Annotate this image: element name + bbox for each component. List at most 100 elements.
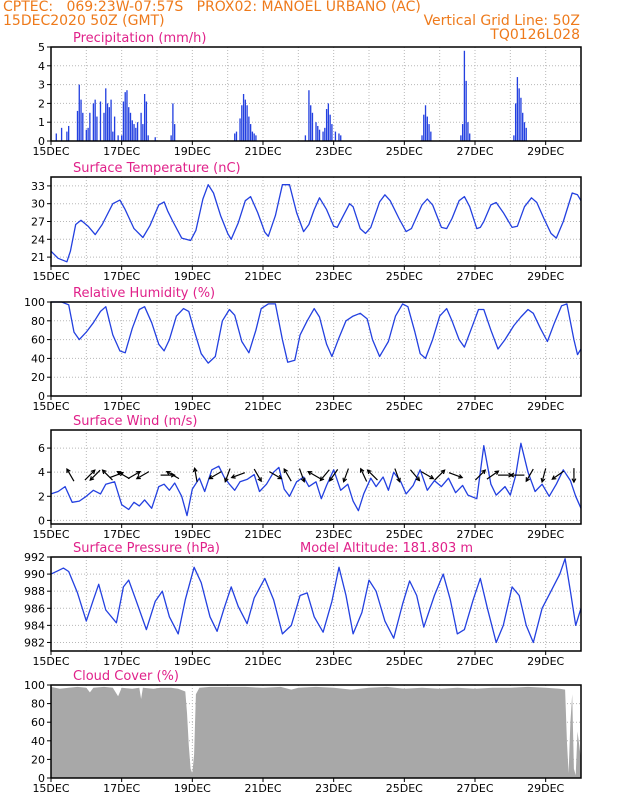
precip-bar [136, 122, 139, 141]
precip-bar [99, 101, 102, 141]
y-tick-label: 20 [31, 371, 45, 384]
precip-bar [324, 127, 326, 141]
precip-bar [242, 94, 245, 141]
y-tick-label: 2 [38, 490, 45, 503]
y-tick-label: 21 [31, 251, 45, 264]
precip-bar [246, 105, 248, 141]
x-tick-label: 21DEC [244, 145, 281, 158]
precip-bar [110, 99, 112, 141]
y-tick-label: 1 [38, 116, 45, 129]
precip-bar [461, 124, 464, 141]
x-tick-label: 19DEC [174, 655, 211, 668]
wind-arrow [571, 468, 577, 484]
x-tick-label: 23DEC [315, 782, 352, 795]
precip-bar [520, 97, 522, 141]
x-tick-label: 17DEC [103, 528, 140, 541]
precip-bar [463, 50, 466, 142]
wind-arrow-head [135, 474, 141, 480]
x-tick-label: 25DEC [386, 145, 423, 158]
y-tick-label: 984 [24, 619, 45, 632]
wind-arrow [224, 468, 231, 483]
plot-frame [50, 556, 582, 652]
precip-bar [251, 131, 254, 141]
y-tick-label: 992 [24, 551, 45, 564]
panel-title: Surface Pressure (hPa) [73, 541, 220, 556]
wind-arrow [66, 467, 75, 482]
wind-arrow-shaft [66, 468, 75, 482]
x-tick-label: 21DEC [244, 528, 281, 541]
precip-bar [174, 124, 176, 141]
y-tick-label: 2 [38, 97, 45, 110]
wind-arrow [551, 470, 565, 480]
x-tick-label: 25DEC [386, 400, 423, 413]
precip-bar [129, 112, 132, 141]
precip-bar [124, 92, 126, 141]
precip-bar [76, 110, 79, 141]
precip-bar [106, 103, 109, 141]
header-run-id: TQ0126L028 [490, 27, 580, 43]
y-tick-label: 0 [38, 390, 45, 403]
wind-arrow [230, 472, 246, 479]
wind-arrow-head [300, 477, 306, 483]
x-tick-label: 23DEC [315, 270, 352, 283]
plot-frame [50, 176, 582, 267]
precip-bar [117, 135, 119, 141]
precip-bar [55, 133, 57, 141]
panel-4: 0 2 4 6 15DEC 17DEC 19DEC 21DEC 23DEC 25DEC 27DEC 2… [32, 414, 582, 541]
wind-arrow-shaft [541, 468, 547, 483]
x-tick-label: 29DEC [527, 270, 564, 283]
precip-bar [170, 135, 172, 141]
precip-bar [244, 99, 246, 141]
wind-arrow-head [342, 477, 348, 483]
precip-bar [92, 103, 95, 141]
precip-bar [467, 122, 469, 141]
wind-arrow-shaft [319, 469, 330, 481]
wind-arrow-head [440, 469, 446, 475]
precip-bar [122, 101, 125, 141]
precip-bar [424, 105, 427, 141]
precip-bar [253, 133, 255, 141]
precip-bar [234, 133, 236, 141]
x-tick-label: 29DEC [527, 400, 564, 413]
wind-arrow-head [458, 474, 464, 479]
wind-arrow [135, 471, 150, 480]
precip-bar [135, 127, 137, 141]
precip-bar [103, 112, 105, 141]
panel-3: 0 20 40 60 80 100 15DEC 17DEC 19DEC 21DEC 23DEC 25D… [24, 286, 582, 413]
panel-annotation: Model Altitude: 181.803 m [300, 541, 473, 556]
wind-arrow-shaft [525, 468, 534, 482]
x-tick-label: 27DEC [456, 655, 493, 668]
wind-arrow-shaft [208, 471, 222, 480]
y-tick-label: 100 [24, 296, 45, 309]
wind-arrow-head [116, 470, 122, 476]
precip-bar [310, 105, 312, 141]
plot-frame [50, 301, 582, 397]
precip-bar [140, 112, 142, 141]
precip-bar [145, 101, 148, 141]
y-tick-label: 33 [31, 180, 45, 193]
x-tick-label: 17DEC [103, 400, 140, 413]
y-tick-label: 40 [31, 735, 45, 748]
precip-bar [133, 124, 135, 141]
wind-arrow [253, 468, 262, 483]
precip-bar [523, 122, 526, 141]
x-tick-label: 29DEC [527, 528, 564, 541]
wind-arrow-head [230, 474, 236, 479]
wind-arrow [298, 468, 306, 483]
precip-bar [68, 125, 70, 141]
precip-bar [154, 137, 156, 141]
precip-bar [80, 99, 82, 141]
wind-arrow-shaft [551, 470, 565, 480]
wind-arrow [359, 467, 368, 482]
wind-arrow-head [415, 476, 421, 482]
wind-arrow-shaft [307, 471, 321, 480]
wind-arrow-shaft [394, 468, 401, 482]
precip-bar [108, 107, 110, 141]
precip-bar [105, 88, 107, 141]
wind-arrow-head [509, 472, 515, 478]
x-tick-label: 27DEC [456, 145, 493, 158]
y-tick-label: 60 [31, 334, 45, 347]
y-tick-label: 986 [24, 602, 45, 615]
precip-bar [317, 125, 319, 141]
precip-bar [315, 122, 317, 141]
